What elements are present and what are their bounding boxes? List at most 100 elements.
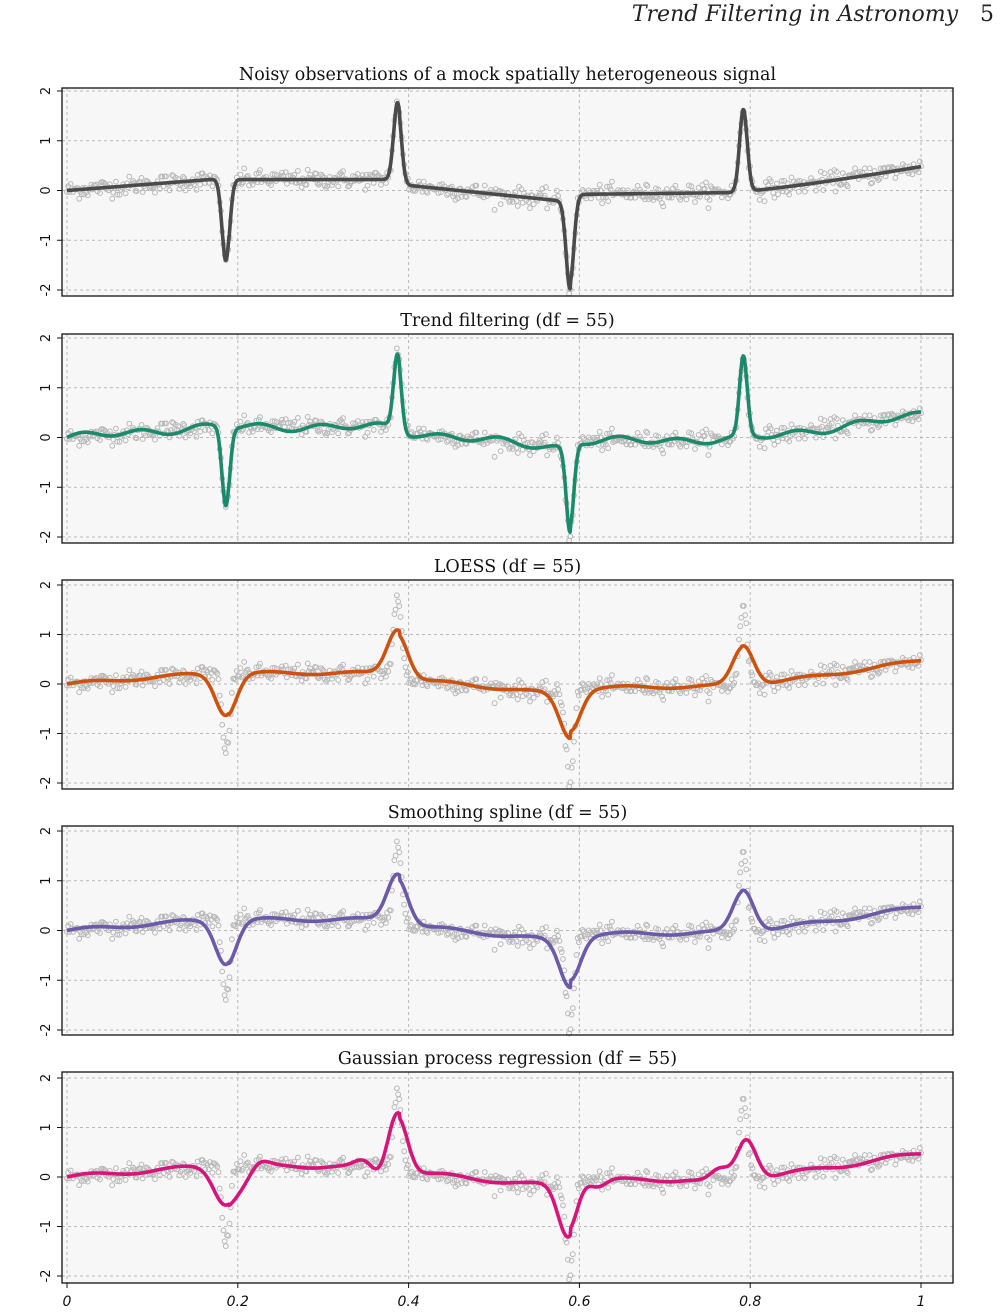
data-point xyxy=(400,1138,406,1145)
curve-line xyxy=(65,1111,923,1239)
data-point xyxy=(182,187,189,194)
data-point xyxy=(607,186,614,193)
data-point xyxy=(518,433,525,440)
data-point xyxy=(514,203,521,209)
y-tick-label: 2 xyxy=(39,87,54,95)
data-point xyxy=(114,931,120,938)
data-point xyxy=(378,181,384,188)
data-point xyxy=(795,435,802,442)
data-point xyxy=(84,932,91,939)
data-point xyxy=(401,901,408,908)
data-point xyxy=(828,667,835,673)
plot-area xyxy=(62,88,953,296)
data-point xyxy=(213,669,220,675)
y-tick-label: -2 xyxy=(39,777,54,790)
data-point xyxy=(767,425,774,432)
data-point xyxy=(226,727,233,734)
data-point xyxy=(193,680,200,687)
data-point xyxy=(238,181,245,187)
y-tick-label: -1 xyxy=(39,974,54,987)
observation-points xyxy=(64,838,924,1037)
data-point xyxy=(551,688,558,694)
data-point xyxy=(392,1099,399,1106)
data-point xyxy=(844,677,851,683)
data-point xyxy=(556,938,563,944)
data-point xyxy=(738,1107,745,1114)
data-point xyxy=(642,936,648,943)
panel-1: -2 -1 0 1 2 Noisy observations of a mock spat… xyxy=(39,65,954,297)
data-point xyxy=(706,936,713,943)
curve-line xyxy=(65,628,923,741)
data-point xyxy=(703,673,709,679)
data-point xyxy=(672,1169,679,1176)
x-tick-label: 0.6 xyxy=(568,1294,590,1310)
data-point xyxy=(775,191,781,198)
data-point xyxy=(444,932,450,938)
data-point xyxy=(304,1153,311,1160)
data-point xyxy=(795,188,802,195)
data-point xyxy=(767,672,774,678)
data-point xyxy=(905,910,912,917)
data-point xyxy=(650,444,657,450)
data-point xyxy=(672,676,679,683)
data-point xyxy=(833,168,840,175)
data-point xyxy=(876,669,883,676)
data-point xyxy=(481,676,488,682)
data-point xyxy=(555,686,561,693)
data-point xyxy=(644,429,651,436)
data-point xyxy=(394,1085,400,1092)
data-point xyxy=(530,1187,537,1194)
data-point xyxy=(642,196,648,203)
data-point xyxy=(109,1182,116,1189)
data-point xyxy=(664,679,670,686)
data-point xyxy=(773,427,780,434)
data-point xyxy=(255,170,262,176)
data-point xyxy=(462,686,469,693)
data-point xyxy=(594,681,601,687)
data-point xyxy=(481,922,488,929)
data-point xyxy=(409,1174,416,1181)
data-point xyxy=(596,675,603,682)
data-point xyxy=(126,667,133,674)
data-point xyxy=(664,926,670,933)
data-point xyxy=(525,1185,532,1192)
data-point xyxy=(543,677,549,684)
data-point xyxy=(462,1179,469,1186)
data-point xyxy=(381,914,388,921)
data-point xyxy=(560,709,566,716)
y-tick-label: 1 xyxy=(39,877,54,885)
data-point xyxy=(364,182,371,189)
data-point xyxy=(745,904,752,911)
data-point xyxy=(561,1213,568,1220)
data-point xyxy=(268,922,274,928)
y-tick-label: -2 xyxy=(39,1024,54,1037)
data-point xyxy=(78,684,85,691)
data-point xyxy=(254,426,261,433)
data-point xyxy=(672,182,679,189)
data-point xyxy=(560,956,566,962)
data-point xyxy=(606,430,613,437)
data-point xyxy=(191,428,198,435)
data-point xyxy=(527,452,533,459)
data-point xyxy=(821,910,828,917)
data-point xyxy=(244,1159,251,1166)
page-number: 5 xyxy=(980,2,994,27)
data-point xyxy=(417,428,424,435)
data-point xyxy=(773,674,780,681)
data-point xyxy=(573,952,580,958)
y-tick-label: 2 xyxy=(39,581,54,589)
data-point xyxy=(423,681,430,688)
data-point xyxy=(598,927,604,934)
data-point xyxy=(445,437,452,444)
data-point xyxy=(84,439,91,446)
data-point xyxy=(705,452,712,459)
data-point xyxy=(279,663,285,670)
data-point xyxy=(407,1170,414,1176)
data-point xyxy=(405,669,411,676)
data-point xyxy=(100,426,107,433)
data-point xyxy=(543,431,549,438)
data-point xyxy=(166,927,173,934)
data-point xyxy=(576,939,582,946)
data-point xyxy=(813,434,819,441)
data-point xyxy=(451,931,458,937)
